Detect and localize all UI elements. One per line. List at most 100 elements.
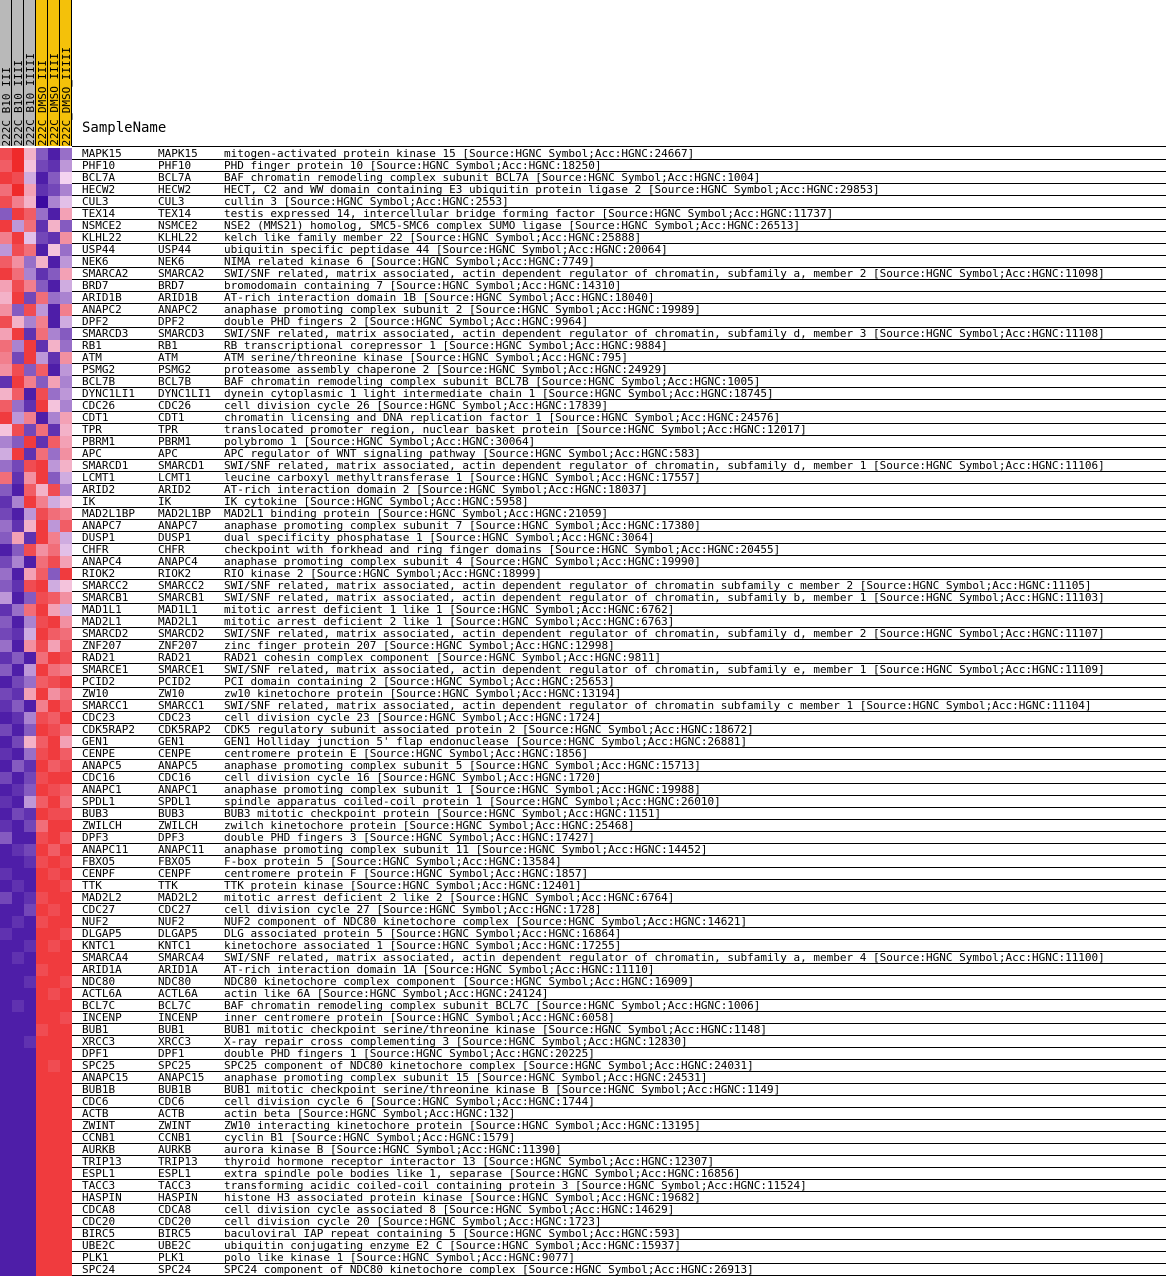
gene-description: cell division cycle 16 [Source:HGNC Symb… bbox=[224, 771, 602, 784]
gene-symbol: ANAPC2 bbox=[158, 303, 198, 316]
heatmap-cell bbox=[0, 712, 12, 724]
heatmap-cell bbox=[48, 676, 60, 688]
heatmap-cell bbox=[12, 1084, 24, 1096]
row-underline bbox=[72, 1179, 1166, 1180]
heatmap-cell bbox=[48, 712, 60, 724]
heatmap-cell bbox=[24, 952, 36, 964]
heatmap-cell bbox=[12, 916, 24, 928]
heatmap-cell bbox=[36, 616, 48, 628]
gene-id: DUSP1 bbox=[82, 531, 116, 544]
heatmap-cell bbox=[48, 256, 60, 268]
row-underline bbox=[72, 543, 1166, 544]
heatmap-cell bbox=[24, 1252, 36, 1264]
gene-id: CENPF bbox=[82, 867, 116, 880]
gene-symbol: ATM bbox=[158, 351, 178, 364]
heatmap-cell bbox=[12, 184, 24, 196]
row-underline bbox=[72, 471, 1166, 472]
row-underline bbox=[72, 723, 1166, 724]
heatmap-cell bbox=[60, 712, 72, 724]
row-underline bbox=[72, 1251, 1166, 1252]
heatmap-cell bbox=[24, 568, 36, 580]
heatmap-cell bbox=[48, 412, 60, 424]
gene-symbol: NDC80 bbox=[158, 975, 192, 988]
heatmap-cell bbox=[36, 448, 48, 460]
row-underline bbox=[72, 1203, 1166, 1204]
row-underline bbox=[72, 699, 1166, 700]
heatmap-row: ANAPC15 ANAPC15 anaphase promoting complex… bbox=[0, 1072, 1166, 1084]
heatmap-cell bbox=[60, 1000, 72, 1012]
heatmap-cell bbox=[48, 232, 60, 244]
gene-description: TTK protein kinase [Source:HGNC Symbol;A… bbox=[224, 879, 582, 892]
heatmap-cell bbox=[0, 652, 12, 664]
heatmap-cell bbox=[36, 628, 48, 640]
heatmap-row: ZW10 ZW10 zw10 kinetochore protein [Source… bbox=[0, 688, 1166, 700]
heatmap-row: SMARCC2 SMARCC2 SWI/SNF related, matrix as… bbox=[0, 580, 1166, 592]
row-underline bbox=[72, 315, 1166, 316]
heatmap-cell bbox=[60, 640, 72, 652]
heatmap-cell bbox=[36, 304, 48, 316]
gene-symbol: RB1 bbox=[158, 339, 178, 352]
heatmap-cell bbox=[24, 724, 36, 736]
heatmap-cell bbox=[36, 904, 48, 916]
gene-symbol: CDC20 bbox=[158, 1215, 192, 1228]
heatmap-cell bbox=[24, 964, 36, 976]
gene-id: CDC20 bbox=[82, 1215, 116, 1228]
heatmap-cell bbox=[0, 352, 12, 364]
sample-column-label: 222C_B10_IIIII bbox=[24, 53, 37, 146]
sample-column-header: 222C_B10_III bbox=[0, 0, 13, 146]
heatmap-cell bbox=[12, 1012, 24, 1024]
heatmap-cell bbox=[36, 988, 48, 1000]
heatmap-cell bbox=[0, 688, 12, 700]
gene-symbol: DLGAP5 bbox=[158, 927, 198, 940]
gene-symbol: BCL7B bbox=[158, 375, 192, 388]
gene-symbol: APC bbox=[158, 447, 178, 460]
heatmap-cell bbox=[12, 436, 24, 448]
heatmap-cell bbox=[48, 988, 60, 1000]
heatmap-cell bbox=[0, 532, 12, 544]
gene-id: CDC26 bbox=[82, 399, 116, 412]
heatmap-cell bbox=[0, 1228, 12, 1240]
heatmap-row: CHFR CHFR checkpoint with forkhead and rin… bbox=[0, 544, 1166, 556]
gene-symbol: PHF10 bbox=[158, 159, 192, 172]
gene-symbol: SMARCA2 bbox=[158, 267, 205, 280]
heatmap-cell bbox=[24, 976, 36, 988]
gene-id: ZW10 bbox=[82, 687, 109, 700]
heatmap-cell bbox=[24, 1000, 36, 1012]
heatmap-cell bbox=[0, 364, 12, 376]
heatmap-cell bbox=[12, 892, 24, 904]
heatmap-cell bbox=[0, 964, 12, 976]
heatmap-cell bbox=[36, 532, 48, 544]
heatmap-cell bbox=[0, 700, 12, 712]
gene-description: ZW10 interacting kinetochore protein [So… bbox=[224, 1119, 701, 1132]
gene-id: USP44 bbox=[82, 243, 116, 256]
heatmap-cell bbox=[60, 700, 72, 712]
heatmap-cell bbox=[60, 760, 72, 772]
heatmap-row: DLGAP5 DLGAP5 DLG associated protein 5 [So… bbox=[0, 928, 1166, 940]
heatmap-cell bbox=[24, 268, 36, 280]
gene-description: BAF chromatin remodeling complex subunit… bbox=[224, 171, 761, 184]
gene-symbol: RIOK2 bbox=[158, 567, 192, 580]
sample-column-label: 222C_B10_IIII bbox=[12, 59, 25, 146]
heatmap-cell bbox=[24, 148, 36, 160]
gene-symbol: BUB1B bbox=[158, 1083, 192, 1096]
gene-description: leucine carboxyl methyltransferase 1 [So… bbox=[224, 471, 701, 484]
row-underline bbox=[72, 1035, 1166, 1036]
heatmap-cell bbox=[24, 676, 36, 688]
heatmap-cell bbox=[60, 784, 72, 796]
heatmap-cell bbox=[0, 1204, 12, 1216]
heatmap-cell bbox=[36, 700, 48, 712]
heatmap-cell bbox=[0, 1240, 12, 1252]
heatmap-cell bbox=[60, 628, 72, 640]
heatmap-cell bbox=[24, 868, 36, 880]
heatmap-cell bbox=[60, 220, 72, 232]
gene-description: actin beta [Source:HGNC Symbol;Acc:HGNC:… bbox=[224, 1107, 516, 1120]
gene-symbol: TTK bbox=[158, 879, 178, 892]
gene-symbol: DYNC1LI1 bbox=[158, 387, 211, 400]
heatmap-cell bbox=[60, 904, 72, 916]
heatmap-cell bbox=[24, 880, 36, 892]
gene-description: transforming acidic coiled-coil containi… bbox=[224, 1179, 807, 1192]
heatmap-cell bbox=[36, 496, 48, 508]
heatmap-cell bbox=[60, 604, 72, 616]
row-underline bbox=[72, 1131, 1166, 1132]
heatmap-row: KLHL22 KLHL22 kelch like family member 22 … bbox=[0, 232, 1166, 244]
